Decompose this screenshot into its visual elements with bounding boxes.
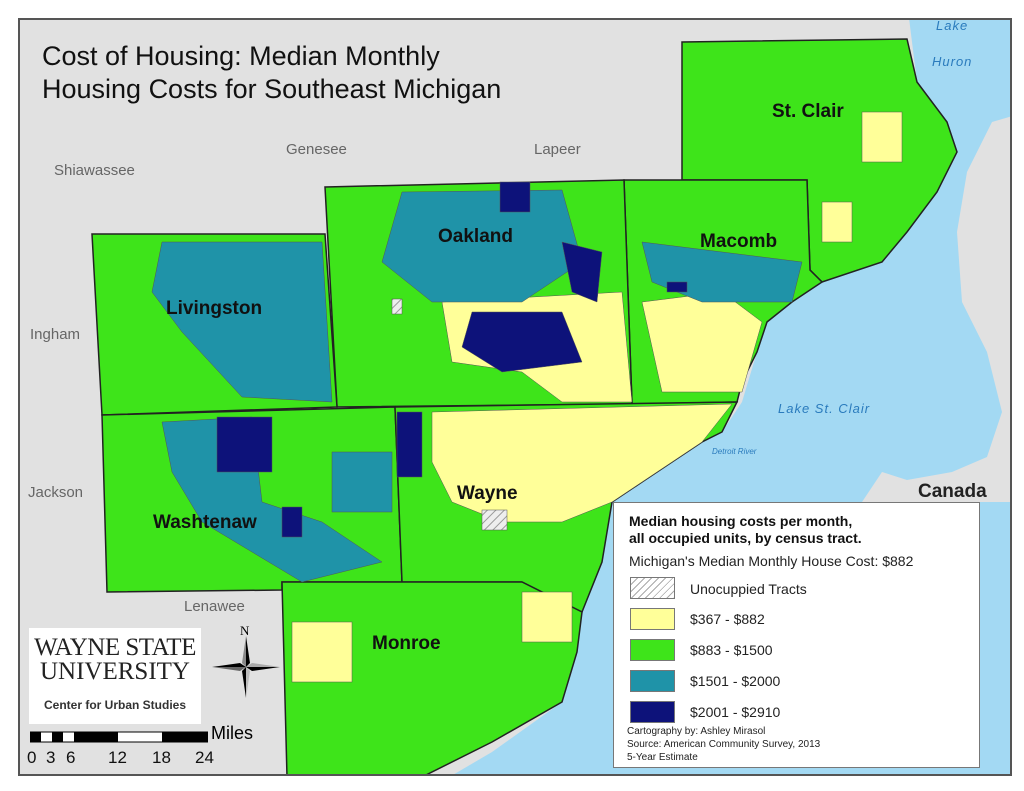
scale-tick: 0	[27, 748, 37, 767]
tract-patches	[151, 111, 903, 683]
label-lenawee: Lenawee	[184, 598, 245, 615]
legend-median-note: Michigan's Median Monthly House Cost: $8…	[629, 553, 914, 569]
map-title: Cost of Housing: Median Monthly Housing …	[42, 40, 501, 106]
legend-title-line-2: all occupied units, by census tract.	[629, 530, 862, 546]
title-line-1: Cost of Housing: Median Monthly	[42, 41, 440, 71]
legend-title: Median housing costs per month, all occu…	[629, 513, 862, 547]
label-st-clair: St. Clair	[772, 101, 844, 122]
logo-line-2: UNIVERSITY	[40, 658, 190, 685]
legend-label-class-1: $367 - $882	[690, 611, 765, 627]
scale-unit: Miles	[211, 723, 254, 743]
legend-swatch-class-4	[630, 701, 675, 723]
scale-tick: 18	[152, 748, 171, 767]
credit-source: Source: American Community Survey, 2013	[627, 739, 821, 750]
legend-swatch-class-1	[630, 608, 675, 630]
legend-swatch-class-2	[630, 639, 675, 661]
legend-label-unoccupied: Unocuppied Tracts	[690, 581, 807, 597]
scale-bar	[30, 731, 208, 743]
logo-line-1: WAYNE STATE	[34, 634, 196, 661]
label-genesee: Genesee	[286, 141, 347, 158]
label-lake-st-clair: Lake St. Clair	[778, 401, 871, 416]
label-shiawassee: Shiawassee	[54, 162, 135, 179]
label-washtenaw: Washtenaw	[153, 512, 257, 533]
scale-tick: 3	[46, 748, 56, 767]
legend-swatch-unoccupied	[630, 577, 675, 599]
logo-line-3: Center for Urban Studies	[43, 698, 187, 712]
legend-swatch-class-3	[630, 670, 675, 692]
label-livingston: Livingston	[166, 298, 263, 319]
canada-land	[862, 116, 1010, 502]
wayne-state-logo: WAYNE STATE UNIVERSITY Center for Urban …	[29, 628, 201, 724]
label-oakland: Oakland	[438, 226, 513, 247]
legend-label-class-3: $1501 - $2000	[690, 673, 781, 689]
label-ingham: Ingham	[30, 326, 81, 343]
label-lake-huron-1: Lake	[936, 18, 969, 33]
credit-estimate: 5-Year Estimate	[627, 752, 698, 763]
scale-tick: 24	[195, 748, 214, 767]
legend-label-class-2: $883 - $1500	[690, 642, 773, 658]
north-label: N	[240, 623, 250, 638]
label-lake-huron-2: Huron	[932, 54, 973, 69]
title-line-2: Housing Costs for Southeast Michigan	[42, 74, 502, 104]
label-monroe: Monroe	[372, 633, 441, 654]
label-macomb: Macomb	[700, 231, 778, 252]
credit-cartography: Cartography by: Ashley Mirasol	[627, 726, 766, 737]
label-jackson: Jackson	[28, 484, 84, 501]
legend: Median housing costs per month, all occu…	[613, 502, 980, 768]
scale-tick: 6	[66, 748, 76, 767]
label-detroit-river: Detroit River	[712, 447, 757, 456]
label-canada: Canada	[918, 481, 987, 502]
scale-tick: 12	[108, 748, 127, 767]
label-wayne: Wayne	[457, 483, 518, 504]
north-arrow-icon	[212, 636, 280, 698]
legend-label-class-4: $2001 - $2910	[690, 704, 781, 720]
legend-title-line-1: Median housing costs per month,	[629, 513, 853, 529]
label-lapeer: Lapeer	[534, 141, 581, 158]
